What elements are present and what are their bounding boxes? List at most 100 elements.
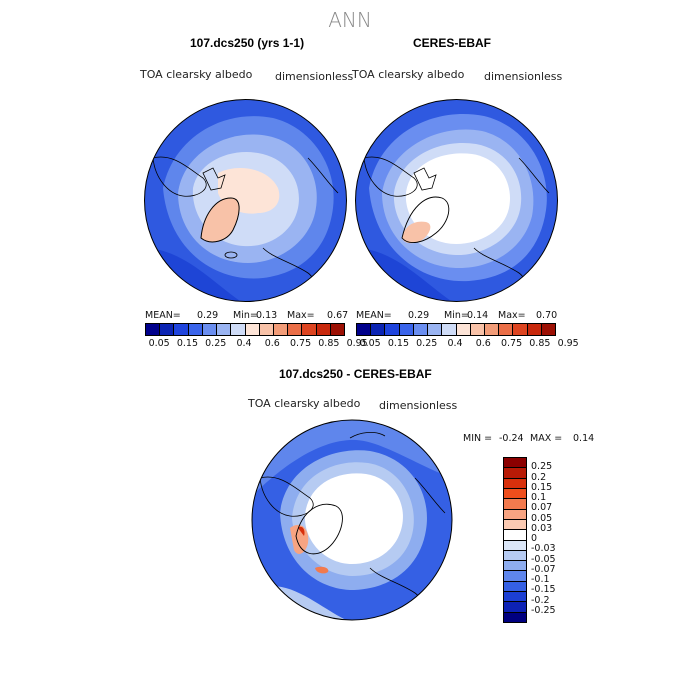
panel-1-units-label: dimensionless [275, 70, 354, 83]
colorbar-tick-label: 0.6 [475, 338, 491, 349]
panel-2-polar-map [355, 99, 558, 302]
colorbar-swatch [504, 499, 526, 510]
colorbar-tick-label: -0.2 [531, 594, 550, 606]
colorbar-swatch [456, 324, 471, 335]
colorbar-swatch [231, 324, 246, 335]
colorbar-tick-label: 0.25 [205, 338, 227, 349]
panel-1-mean-value: 0.29 [197, 310, 219, 321]
panel-1-colorbar-ticks: 0.05 0.15 0.25 0.4 0.6 0.75 0.85 0.95 [145, 338, 368, 350]
panel-2-units-label: dimensionless [484, 70, 563, 83]
colorbar-tick-label: 0.05 [359, 338, 381, 349]
colorbar-swatch [504, 478, 526, 489]
colorbar-swatch [504, 602, 526, 613]
diff-colorbar-ticks: 0.25 0.2 0.15 0.1 0.07 0.05 0.03 0 -0.03 -0.05 -0.… [531, 457, 581, 621]
colorbar-tick-label: -0.15 [531, 584, 556, 596]
colorbar-tick-label: 0.15 [387, 338, 409, 349]
panel-1-variable-label: TOA clearsky albedo [140, 68, 253, 81]
panel-2-max-label: Max= [498, 310, 526, 321]
panel-1-min-label: Min= [233, 310, 258, 321]
colorbar-swatch [527, 324, 542, 335]
colorbar-tick-label: 0.95 [346, 338, 368, 349]
colorbar-swatch [504, 581, 526, 593]
colorbar-swatch [442, 324, 457, 335]
panel-1-mean-label: MEAN= [145, 310, 181, 321]
diff-min-value: -0.24 [499, 433, 524, 444]
colorbar-swatch [316, 324, 331, 335]
colorbar-tick-label: 0.75 [289, 338, 312, 349]
colorbar-swatch [413, 324, 429, 335]
panel-2-min-label: Min= [444, 310, 469, 321]
colorbar-swatch [146, 324, 161, 335]
colorbar-tick-label: 0.4 [447, 338, 463, 349]
colorbar-tick-label: 0.05 [148, 338, 170, 349]
colorbar-swatch [470, 324, 485, 335]
colorbar-swatch [399, 324, 414, 335]
diff-colorbar [503, 457, 527, 623]
panel-2-min-value: 0.14 [467, 310, 489, 321]
colorbar-tick-label: -0.05 [531, 553, 556, 565]
colorbar-tick-label: 0.6 [264, 338, 280, 349]
diff-panel-variable-label: TOA clearsky albedo [248, 397, 361, 410]
colorbar-tick-label: 0.85 [318, 338, 340, 349]
colorbar-tick-label: 0.07 [531, 502, 553, 514]
colorbar-swatch [504, 530, 526, 541]
colorbar-swatch [504, 592, 526, 603]
colorbar-swatch [330, 324, 345, 335]
panel-2-mean-value: 0.29 [408, 310, 430, 321]
colorbar-tick-label: 0 [531, 533, 538, 544]
panel-2-colorbar-ticks: 0.05 0.15 0.25 0.4 0.6 0.75 0.85 0.95 [356, 338, 579, 350]
colorbar-swatch [385, 324, 400, 335]
colorbar-tick-label: 0.25 [416, 338, 438, 349]
colorbar-swatch [245, 324, 260, 335]
diff-min-label: MIN = [463, 433, 493, 444]
diff-polar-map [251, 419, 453, 621]
colorbar-swatch [371, 324, 386, 335]
colorbar-swatch [504, 540, 526, 551]
colorbar-swatch [499, 324, 514, 335]
panel-1-polar-map [144, 99, 347, 302]
colorbar-swatch [504, 550, 526, 562]
colorbar-swatch [504, 488, 526, 500]
colorbar-swatch [504, 571, 526, 582]
colorbar-tick-label: 0.05 [531, 512, 553, 524]
colorbar-tick-label: -0.03 [531, 543, 556, 555]
colorbar-swatch [273, 324, 289, 335]
diff-panel-title: 107.dcs250 - CERES-EBAF [279, 367, 432, 381]
colorbar-swatch [504, 509, 526, 520]
colorbar-swatch [504, 519, 526, 531]
colorbar-tick-label: 0.03 [531, 522, 553, 534]
colorbar-tick-label: 0.15 [531, 481, 553, 493]
panel-2-mean-label: MEAN= [356, 310, 392, 321]
colorbar-swatch [259, 324, 274, 335]
colorbar-swatch [504, 468, 526, 479]
colorbar-swatch [188, 324, 203, 335]
colorbar-swatch [357, 324, 372, 335]
colorbar-swatch [160, 324, 175, 335]
colorbar-swatch [288, 324, 303, 335]
diff-max-value: 0.14 [573, 433, 595, 444]
panel-1-max-value: 0.67 [327, 310, 349, 321]
colorbar-swatch [428, 324, 443, 335]
panel-1-min-value: 0.13 [256, 310, 278, 321]
colorbar-swatch [504, 458, 526, 469]
colorbar-swatch [302, 324, 317, 335]
colorbar-tick-label: -0.07 [531, 563, 556, 575]
colorbar-swatch [513, 324, 528, 335]
colorbar-tick-label: 0.25 [531, 461, 553, 473]
colorbar-tick-label: 0.2 [531, 471, 547, 483]
colorbar-tick-label: 0.15 [176, 338, 198, 349]
colorbar-swatch [504, 561, 526, 572]
panel-2-max-value: 0.70 [536, 310, 558, 321]
colorbar-tick-label: 0.85 [529, 338, 551, 349]
colorbar-swatch [541, 324, 556, 335]
colorbar-swatch [174, 324, 189, 335]
colorbar-tick-label: -0.25 [531, 604, 556, 616]
panel-2-variable-label: TOA clearsky albedo [352, 68, 465, 81]
colorbar-tick-label: 0.75 [500, 338, 523, 349]
colorbar-tick-label: 0.1 [531, 492, 547, 503]
figure-title: ANN [328, 8, 372, 32]
panel-2-title: CERES-EBAF [413, 36, 492, 50]
diff-panel-units-label: dimensionless [379, 399, 458, 412]
colorbar-swatch [484, 324, 500, 335]
colorbar-swatch [202, 324, 218, 335]
